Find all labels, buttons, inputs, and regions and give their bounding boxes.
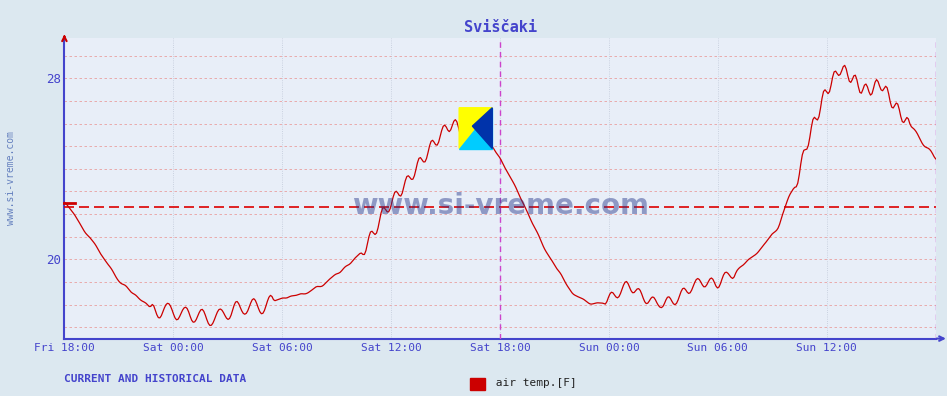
Polygon shape (459, 108, 492, 148)
Polygon shape (459, 108, 492, 148)
Polygon shape (473, 108, 492, 148)
Text: www.si-vreme.com: www.si-vreme.com (7, 131, 16, 225)
Text: air temp.[F]: air temp.[F] (489, 378, 577, 388)
Text: CURRENT AND HISTORICAL DATA: CURRENT AND HISTORICAL DATA (64, 374, 246, 384)
Title: Sviščaki: Sviščaki (463, 20, 537, 35)
Text: www.si-vreme.com: www.si-vreme.com (351, 192, 649, 220)
